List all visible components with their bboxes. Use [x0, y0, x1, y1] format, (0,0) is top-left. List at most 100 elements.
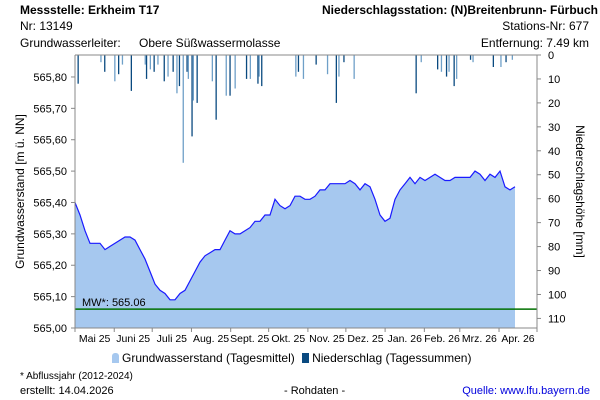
x-tick-label: Juli 25 — [157, 333, 188, 345]
y2-tick-label: 70 — [548, 218, 560, 230]
station-title: Messstelle: Erkheim T17 — [20, 3, 160, 17]
x-tick-label: Mrz. 26 — [462, 333, 497, 345]
x-tick-label: Sept. 25 — [230, 333, 269, 345]
footnote: * Abflussjahr (2012-2024) — [20, 371, 133, 382]
precip-bar — [511, 55, 513, 60]
y-tick-label: 565,70 — [33, 103, 67, 115]
precip-bar — [261, 55, 263, 87]
precip-bar — [229, 55, 231, 96]
y-tick-label: 565,40 — [33, 197, 67, 209]
precip-bar — [353, 55, 355, 79]
precip-bar — [335, 55, 337, 103]
y2-tick-label: 60 — [548, 194, 560, 206]
precip-bar — [149, 55, 151, 70]
precip-bar — [130, 55, 132, 91]
y-tick-label: 565,60 — [33, 135, 67, 147]
precip-bar — [257, 55, 259, 84]
precip-bar — [469, 55, 472, 60]
legend-precip-swatch — [302, 353, 310, 363]
legend: Grundwasserstand (Tagesmittel) Niedersch… — [112, 351, 471, 365]
precip-bar — [178, 55, 181, 87]
precip-bar — [172, 55, 174, 72]
precip-bar — [234, 55, 236, 89]
precip-bar — [157, 55, 159, 65]
precip-bar — [492, 55, 494, 67]
precip-bar — [448, 55, 450, 72]
x-tick-label: Aug. 25 — [193, 333, 229, 345]
precip-bar — [415, 55, 417, 94]
precip-bar — [145, 55, 148, 79]
source-link[interactable]: Quelle: www.lfu.bayern.de — [462, 385, 590, 397]
precip-station-distance: Entfernung: 7.49 km — [480, 36, 589, 50]
precip-bar — [196, 55, 198, 103]
x-tick-label: Apr. 26 — [501, 333, 534, 345]
precip-bar — [153, 55, 155, 72]
y-tick-label: 565,00 — [33, 323, 67, 335]
precip-station-title: Niederschlagsstation: (N)Breitenbrunn- F… — [321, 3, 598, 17]
y2-tick-label: 110 — [548, 313, 566, 325]
y-axis-title: Grundwasserstand [m ü. NN] — [13, 114, 27, 269]
x-tick-label: Jan. 26 — [388, 333, 423, 345]
precip-bar — [245, 55, 248, 79]
precip-bar — [77, 55, 79, 84]
precip-bar — [437, 55, 439, 70]
precip-bar — [338, 55, 340, 77]
precip-bar — [211, 55, 213, 82]
precip-bar — [302, 55, 305, 79]
precip-bar — [192, 55, 194, 101]
y-tick-label: 565,20 — [33, 260, 67, 272]
precip-bar — [191, 55, 193, 137]
precip-bar — [420, 55, 422, 63]
y2-tick-label: 10 — [548, 74, 560, 86]
groundwater-area — [75, 171, 515, 328]
precip-bar — [163, 55, 165, 82]
precip-bar — [295, 55, 297, 77]
aquifer-label: Grundwasserleiter: — [20, 36, 121, 50]
precip-bar — [167, 55, 169, 77]
station-number: Nr: 13149 — [20, 19, 73, 33]
y2-tick-label: 90 — [548, 266, 560, 278]
y-tick-label: 565,50 — [33, 166, 67, 178]
precip-bar — [121, 55, 124, 65]
precip-station-number: Stations-Nr: 677 — [502, 19, 589, 33]
precip-bar — [297, 55, 300, 72]
precip-bar — [118, 55, 120, 75]
precip-bar — [456, 55, 458, 79]
precip-bar — [505, 55, 507, 63]
created-date: erstellt: 14.04.2026 — [20, 385, 114, 397]
legend-groundwater-swatch — [112, 353, 119, 363]
x-tick-label: Feb. 26 — [424, 333, 460, 345]
precip-bar — [225, 55, 227, 96]
y2-tick-label: 50 — [548, 170, 560, 182]
precip-bar — [343, 55, 345, 63]
precip-bar — [500, 55, 502, 67]
precip-bar — [453, 55, 455, 87]
y-tick-label: 565,10 — [33, 292, 67, 304]
precip-bar — [315, 55, 317, 65]
y2-tick-label: 20 — [548, 98, 560, 110]
x-tick-label: Okt. 25 — [271, 333, 305, 345]
precip-bar — [215, 55, 217, 120]
precip-bar — [249, 55, 251, 79]
x-tick-label: Nov. 25 — [309, 333, 345, 345]
precip-bar — [472, 55, 474, 63]
precip-bar — [440, 55, 443, 72]
legend-groundwater-label: Grundwasserstand (Tagesmittel) — [122, 351, 295, 365]
y2-axis-title: Niederschlagshöhe [mm] — [573, 125, 587, 258]
precip-bar — [100, 55, 102, 63]
raw-data-label: - Rohdaten - — [284, 385, 346, 397]
groundwater-line — [74, 169, 516, 301]
precip-bar — [104, 55, 106, 72]
precip-bar — [187, 55, 189, 79]
precip-bar — [144, 55, 146, 65]
x-tick-label: Mai 25 — [79, 333, 111, 345]
y2-tick-label: 30 — [548, 122, 560, 134]
x-tick-label: Dez. 25 — [347, 333, 383, 345]
precip-bar — [182, 55, 184, 163]
precip-bar — [176, 55, 178, 94]
mean-label: MW*: 565.06 — [82, 297, 146, 309]
precip-bar — [258, 55, 260, 77]
y-tick-label: 565,30 — [33, 229, 67, 241]
y2-tick-label: 80 — [548, 242, 560, 254]
